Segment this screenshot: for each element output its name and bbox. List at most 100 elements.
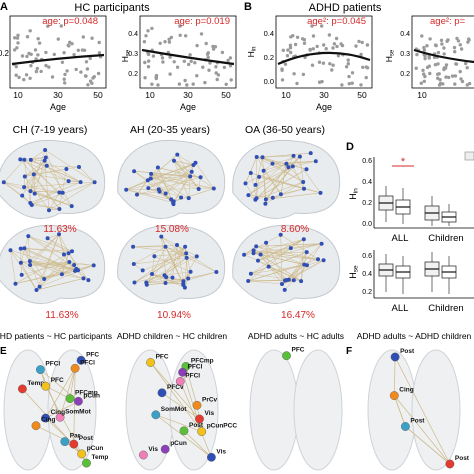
region-node bbox=[175, 376, 185, 386]
region-node bbox=[138, 450, 148, 460]
network-edge bbox=[29, 260, 63, 275]
category-label: Children bbox=[428, 233, 463, 244]
network-edge bbox=[33, 174, 81, 183]
network-edge bbox=[176, 244, 187, 254]
scatter-point bbox=[211, 44, 215, 49]
network-edge bbox=[155, 414, 212, 458]
network-node bbox=[140, 268, 145, 273]
scatter-point bbox=[81, 35, 86, 39]
scatter-point bbox=[357, 39, 361, 44]
network-edge bbox=[394, 395, 451, 465]
scatter-point bbox=[347, 82, 351, 86]
network-edge bbox=[280, 234, 319, 260]
network-edge bbox=[300, 239, 305, 282]
network-edge bbox=[257, 238, 304, 261]
x-tick: 30 bbox=[183, 90, 193, 100]
scatter-point bbox=[436, 72, 440, 76]
network-node bbox=[253, 182, 258, 187]
panel-bottom: ADHD patients ~ HC participants ADHD chi… bbox=[0, 331, 472, 471]
network-node bbox=[270, 195, 275, 200]
network-node bbox=[66, 179, 71, 184]
panel-e-letter: E bbox=[0, 346, 7, 357]
percentage-label: 11.63% bbox=[45, 310, 78, 321]
network-node bbox=[78, 180, 83, 185]
scatter-point bbox=[302, 38, 307, 42]
scatter-b-left: age²: p=0.045 Hin 0.4 0.2 0.0 10 30 50 A… bbox=[246, 15, 373, 112]
network-node bbox=[251, 248, 256, 253]
panel-c: CH (7-19 years) AH (20-35 years) OA (36-… bbox=[0, 124, 341, 321]
scatter-points bbox=[142, 24, 233, 87]
y-tick: 0.4 bbox=[400, 31, 410, 38]
network-node bbox=[319, 241, 324, 246]
scatter-point bbox=[302, 41, 307, 45]
group-title: OA (36-50 years) bbox=[245, 124, 325, 136]
scatter-point bbox=[440, 42, 444, 46]
network-node bbox=[59, 272, 64, 277]
region-node bbox=[157, 388, 167, 398]
y-tick: 0.2 bbox=[0, 49, 10, 58]
region-node bbox=[31, 421, 41, 431]
x-axis-label: Age bbox=[316, 102, 332, 112]
network-edge bbox=[24, 247, 69, 254]
network-edge bbox=[155, 414, 202, 432]
scatter-point bbox=[281, 48, 285, 52]
network-edge bbox=[68, 253, 89, 281]
network-node bbox=[13, 281, 18, 286]
network-edge bbox=[248, 264, 305, 282]
scatter-point bbox=[195, 43, 199, 48]
region-label: pCun bbox=[87, 445, 104, 452]
network-node bbox=[34, 288, 39, 292]
network-edge bbox=[44, 149, 63, 193]
network-edge bbox=[133, 170, 174, 203]
network-node bbox=[283, 278, 287, 283]
scatter-point bbox=[160, 56, 165, 60]
scatter-point bbox=[301, 72, 306, 77]
network-edge bbox=[243, 246, 257, 255]
scatter-point bbox=[52, 52, 56, 57]
scatter-point bbox=[340, 83, 344, 87]
region-node bbox=[445, 459, 455, 469]
region-node bbox=[206, 452, 216, 462]
network-node bbox=[263, 197, 268, 202]
scatter-point bbox=[311, 34, 316, 38]
network-edge bbox=[24, 248, 45, 280]
category-label: ALL bbox=[392, 233, 409, 244]
network-node bbox=[47, 208, 51, 213]
region-node bbox=[82, 458, 91, 468]
scatter-point bbox=[60, 60, 65, 64]
hemisphere-outline bbox=[367, 349, 417, 471]
network-node bbox=[74, 266, 79, 271]
network-node bbox=[27, 259, 32, 264]
scatter-point bbox=[322, 43, 326, 47]
scatter-b-right: age²: p= Hse 0.4 0.3 0.2 10 bbox=[384, 15, 474, 100]
scatter-point bbox=[15, 46, 19, 50]
scatter-point bbox=[214, 71, 218, 75]
scatter-point bbox=[16, 33, 20, 37]
scatter-point bbox=[56, 37, 60, 41]
scatter-point bbox=[187, 62, 191, 67]
network-edge bbox=[45, 417, 75, 445]
box-marks bbox=[378, 186, 457, 226]
network-node bbox=[175, 152, 180, 157]
comparison-title: ADHD adults ~ HC adults bbox=[248, 331, 344, 341]
network-node bbox=[179, 195, 184, 200]
network-node bbox=[163, 281, 168, 285]
region-label: PFC bbox=[51, 377, 64, 384]
scatter-point bbox=[428, 37, 432, 41]
network-edge bbox=[288, 155, 294, 168]
hemisphere-outline bbox=[3, 349, 53, 471]
network-edge bbox=[250, 251, 307, 274]
network-node bbox=[278, 232, 283, 237]
network-edge bbox=[292, 166, 305, 189]
network-node bbox=[181, 279, 186, 284]
network-edge bbox=[184, 257, 187, 288]
network-edge bbox=[20, 262, 37, 291]
scatter-point bbox=[464, 61, 468, 66]
scatter-point bbox=[320, 24, 324, 28]
network-edge bbox=[30, 261, 70, 266]
network-node bbox=[196, 187, 201, 191]
network-edge bbox=[29, 260, 94, 266]
network-edge bbox=[30, 264, 79, 271]
scatter-point bbox=[459, 77, 463, 81]
region-node bbox=[77, 449, 87, 459]
